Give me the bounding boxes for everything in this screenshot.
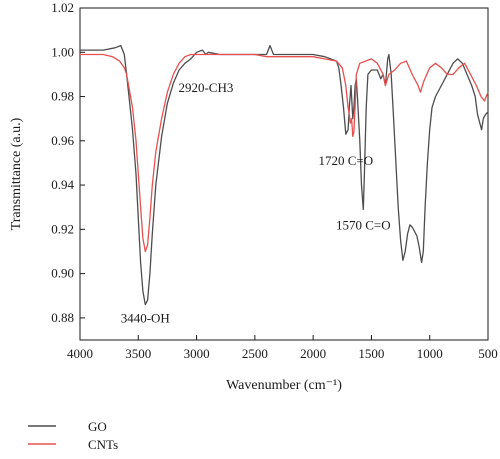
series-line-go [80, 44, 489, 306]
x-tick-label: 1500 [358, 346, 384, 361]
y-tick-label: 0.94 [51, 177, 74, 192]
y-tick-label: 0.90 [51, 266, 74, 281]
x-tick-label: 1000 [417, 346, 443, 361]
annotation-label: 1720 C=O [318, 153, 373, 168]
x-axis-label: Wavenumber (cm⁻¹) [226, 378, 342, 393]
legend: GO CNTs [28, 419, 118, 452]
x-tick-label: 3500 [125, 346, 151, 361]
y-tick-label: 0.92 [51, 221, 74, 236]
x-tick-label: 4000 [67, 346, 93, 361]
y-tick-label: 1.00 [51, 44, 74, 59]
series-layer [80, 44, 489, 306]
x-tick-label: 3000 [184, 346, 210, 361]
annotation-label: 3440-OH [121, 310, 170, 325]
x-tick-label: 2500 [242, 346, 268, 361]
x-tick-label: 500 [478, 346, 498, 361]
legend-item-cnts: CNTs [28, 437, 118, 452]
annotations: 2920-CH3 1720 C=O 1570 C=O 3440-OH [121, 80, 391, 325]
y-axis-label: Transmittance (a.u.) [9, 117, 24, 230]
legend-label-cnts: CNTs [88, 437, 118, 452]
x-tick-label: 2000 [300, 346, 326, 361]
y-tick-label: 1.02 [51, 0, 74, 15]
plot-frame [79, 7, 489, 341]
legend-label-go: GO [88, 419, 107, 434]
annotation-label: 2920-CH3 [178, 80, 233, 95]
annotation-label: 1570 C=O [336, 217, 391, 232]
axis-ticks: 4000 3500 3000 2500 2000 1500 1000 500 0.88 0.90 0… [51, 0, 498, 361]
y-tick-label: 0.88 [51, 310, 74, 325]
series-line-cnts [80, 53, 489, 253]
y-tick-label: 0.96 [51, 133, 74, 148]
legend-item-go: GO [28, 419, 107, 434]
y-tick-label: 0.98 [51, 89, 74, 104]
